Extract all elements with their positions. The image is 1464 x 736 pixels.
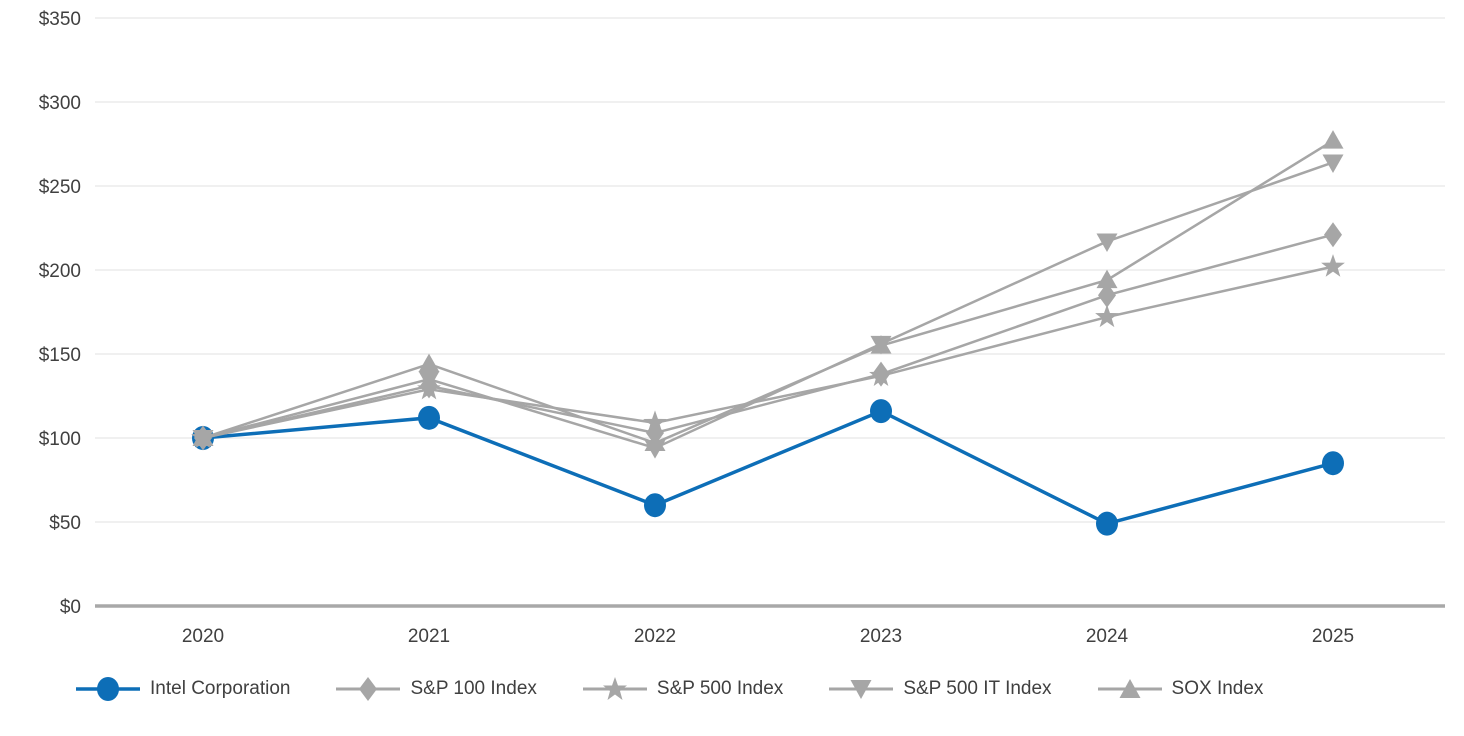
- y-axis-tick-label: $350: [39, 9, 81, 30]
- x-axis-tick-label: 2022: [634, 626, 676, 647]
- data-point-star: [869, 363, 893, 386]
- chart-plot-area: $0 $50 $100 $150 $200 $250 $300 $350 2020 2021 202…: [39, 9, 1445, 647]
- data-point-triangle-up: [418, 353, 440, 373]
- data-point-diamond: [1098, 282, 1116, 308]
- chart-legend: Intel Corporation S&P 100 Index S&P 500 …: [76, 676, 1263, 702]
- data-point-triangle-up: [192, 427, 214, 446]
- series-line-diamond: [202, 233, 1334, 440]
- data-point-triangle-up: [644, 432, 666, 452]
- legend-item-intel: Intel Corporation: [76, 676, 290, 702]
- legend-label-sox: SOX Index: [1171, 678, 1264, 699]
- legend-item-sox: SOX Index: [1097, 676, 1264, 702]
- y-axis-tick-label: $150: [39, 345, 81, 366]
- data-point-triangle-up: [1322, 130, 1344, 149]
- triangle-down-marker-icon: [829, 680, 894, 699]
- legend-item-sp500: S&P 500 Index: [582, 676, 784, 702]
- legend-label-intel: Intel Corporation: [150, 678, 291, 699]
- triangle-up-marker-icon: [1097, 679, 1162, 698]
- data-point-circle: [870, 399, 892, 424]
- legend-item-sp500it: S&P 500 IT Index: [829, 676, 1052, 702]
- data-point-circle: [418, 405, 440, 430]
- data-point-triangle-down: [1322, 154, 1344, 173]
- data-point-triangle-up: [1096, 269, 1118, 289]
- data-point-circle: [1322, 451, 1344, 476]
- circle-marker-icon: [76, 677, 140, 701]
- x-axis-tick-label: 2024: [1086, 626, 1129, 647]
- legend-label-sp500it: S&P 500 IT Index: [903, 678, 1052, 699]
- x-axis-tick-label: 2023: [860, 626, 902, 647]
- legend-label-sp500: S&P 500 Index: [656, 678, 784, 699]
- series-line-triangle-up: [202, 139, 1334, 445]
- data-point-circle: [644, 493, 666, 518]
- series-line-triangle-down: [202, 161, 1334, 450]
- data-point-star: [1095, 304, 1119, 328]
- data-point-triangle-down: [418, 371, 440, 390]
- data-point-star: [643, 410, 667, 433]
- x-axis-tick-label: 2021: [408, 626, 450, 647]
- legend-label-sp100: S&P 100 Index: [410, 678, 537, 699]
- y-axis-tick-label: $50: [49, 513, 81, 534]
- series-line-circle: [202, 409, 1334, 526]
- y-axis-tick-label: $0: [60, 597, 81, 618]
- diamond-marker-icon: [336, 677, 401, 701]
- y-axis-tick-label: $200: [39, 261, 81, 282]
- star-marker-icon: [582, 677, 647, 700]
- data-point-circle: [1096, 511, 1118, 536]
- y-axis-tick-label: $300: [39, 93, 81, 114]
- legend-item-sp100: S&P 100 Index: [336, 676, 537, 702]
- data-point-star: [1321, 254, 1345, 277]
- data-point-diamond: [1324, 222, 1342, 248]
- y-axis-tick-label: $100: [39, 429, 81, 450]
- data-point-triangle-up: [870, 335, 892, 354]
- data-point-triangle-down: [1096, 233, 1118, 252]
- x-axis-tick-label: 2020: [182, 626, 224, 647]
- y-axis-tick-label: $250: [39, 177, 81, 198]
- series-line-star: [202, 265, 1334, 440]
- x-axis-tick-label: 2025: [1312, 626, 1354, 647]
